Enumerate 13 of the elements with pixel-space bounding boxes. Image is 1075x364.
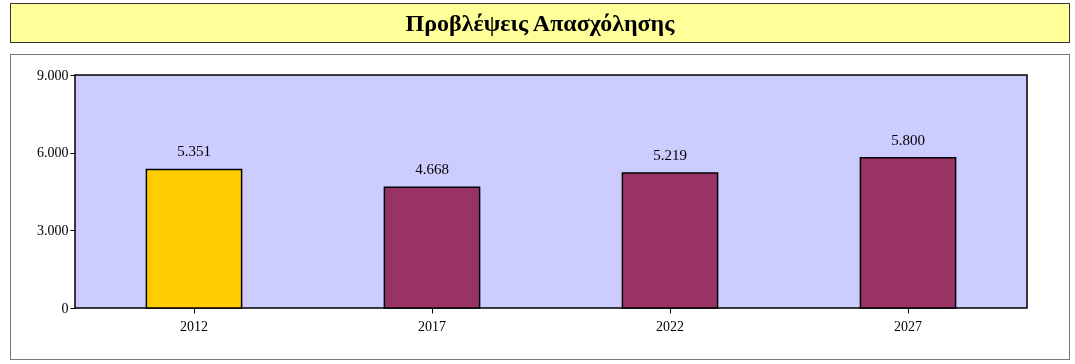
- data-label: 5.219: [653, 146, 687, 163]
- y-tick-label: 6.000: [37, 145, 69, 161]
- y-tick-label: 9.000: [37, 67, 69, 83]
- x-tick-label: 2017: [418, 318, 446, 334]
- data-label: 5.351: [177, 143, 211, 160]
- x-tick-label: 2027: [894, 318, 922, 334]
- y-tick-label: 3.000: [37, 222, 69, 238]
- data-label: 5.800: [891, 131, 925, 148]
- data-label: 4.668: [415, 161, 449, 178]
- x-tick-label: 2022: [656, 318, 684, 334]
- chart-title: Προβλέψεις Απασχόλησης: [10, 3, 1070, 43]
- y-tick-label: 0: [61, 300, 69, 316]
- x-tick-label: 2012: [180, 318, 208, 334]
